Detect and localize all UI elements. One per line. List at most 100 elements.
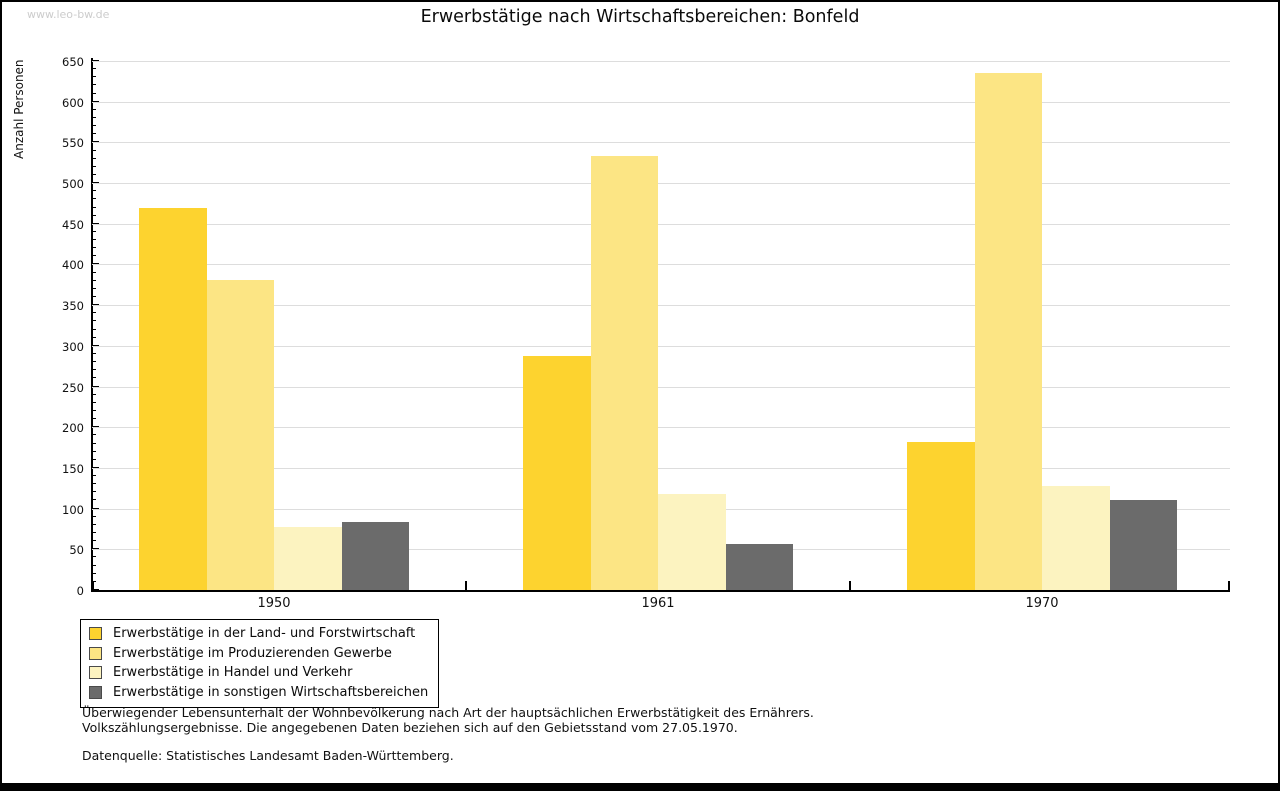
legend-swatch-sonstige [89, 685, 102, 699]
y-tick-label-600: 600 [62, 95, 84, 110]
y-minor-tick-530 [92, 157, 96, 159]
y-axis-title: Anzahl Personen [12, 59, 26, 159]
y-minor-tick-610 [92, 92, 96, 94]
y-major-tick-50 [92, 548, 99, 550]
legend-swatch-handel-verkehr [89, 666, 102, 680]
y-minor-tick-310 [92, 336, 96, 338]
y-minor-tick-140 [92, 475, 96, 477]
y-minor-tick-390 [92, 271, 96, 273]
y-tick-label-650: 650 [62, 55, 84, 69]
y-major-tick-300 [92, 344, 99, 346]
y-axis-line [91, 58, 93, 592]
x-boundary-tick-2 [848, 581, 851, 590]
y-minor-tick-10 [92, 580, 96, 582]
y-major-tick-450 [92, 222, 99, 224]
y-minor-tick-590 [92, 108, 96, 110]
y-major-tick-100 [92, 507, 99, 509]
y-tick-label-50: 50 [69, 543, 84, 558]
footnote-line-1: Überwiegender Lebensunterhalt der Wohnbe… [82, 705, 814, 720]
y-tick-label-100: 100 [62, 502, 84, 517]
y-minor-tick-220 [92, 409, 96, 411]
gridline-400 [92, 264, 1230, 266]
data-source-line: Datenquelle: Statistisches Landesamt Bad… [82, 748, 454, 763]
legend-label: Erwerbstätige in der Land- und Forstwirt… [113, 626, 416, 642]
gridline-150 [92, 467, 1230, 469]
y-minor-tick-270 [92, 369, 96, 371]
y-minor-tick-280 [92, 361, 96, 363]
y-tick-label-250: 250 [62, 380, 84, 395]
plot-area [91, 58, 1230, 592]
bar-1950-series-3 [341, 522, 409, 590]
gridline-200 [92, 427, 1230, 429]
legend-item: Erwerbstätige in sonstigen Wirtschaftsbe… [89, 683, 428, 703]
bar-1970-series-2 [1042, 485, 1110, 590]
y-tick-label-400: 400 [62, 258, 84, 273]
y-minor-tick-460 [92, 214, 96, 216]
y-minor-tick-620 [92, 84, 96, 86]
y-major-tick-400 [92, 263, 99, 265]
y-minor-tick-640 [92, 68, 96, 70]
y-minor-tick-120 [92, 491, 96, 493]
y-minor-tick-260 [92, 377, 96, 379]
gridline-300 [92, 345, 1230, 347]
site-watermark: www.leo-bw.de [27, 8, 110, 21]
y-major-tick-650 [92, 60, 99, 61]
y-minor-tick-90 [92, 515, 96, 517]
y-minor-tick-490 [92, 190, 96, 192]
gridline-250 [92, 386, 1230, 388]
y-tick-label-550: 550 [62, 136, 84, 151]
x-axis-label-1961: 1961 [641, 596, 675, 611]
y-minor-tick-410 [92, 255, 96, 257]
y-tick-label-0: 0 [76, 584, 84, 598]
y-minor-tick-580 [92, 116, 96, 118]
legend-item: Erwerbstätige in der Land- und Forstwirt… [89, 624, 428, 644]
y-minor-tick-630 [92, 76, 96, 78]
y-minor-tick-20 [92, 572, 96, 574]
y-minor-tick-320 [92, 328, 96, 330]
y-tick-label-500: 500 [62, 177, 84, 192]
y-major-tick-550 [92, 141, 99, 143]
legend-swatch-land-forstwirtschaft [89, 627, 102, 641]
y-minor-tick-420 [92, 247, 96, 249]
y-minor-tick-130 [92, 483, 96, 485]
y-minor-tick-570 [92, 125, 96, 127]
y-minor-tick-160 [92, 458, 96, 460]
y-minor-tick-330 [92, 320, 96, 322]
y-minor-tick-210 [92, 418, 96, 420]
x-boundary-tick-0 [92, 581, 94, 590]
legend-box: Erwerbstätige in der Land- und Forstwirt… [80, 619, 440, 708]
chart-title: Erwerbstätige nach Wirtschaftsbereichen:… [420, 7, 860, 27]
bar-1970-series-3 [1109, 499, 1177, 590]
y-minor-tick-510 [92, 173, 96, 175]
legend-item: Erwerbstätige im Produzierenden Gewerbe [89, 644, 428, 664]
bar-1950-series-0 [139, 207, 207, 590]
bar-1950-series-2 [274, 526, 342, 590]
gridline-550 [92, 142, 1230, 144]
x-axis-label-1950: 1950 [257, 596, 291, 611]
y-minor-tick-80 [92, 523, 96, 525]
x-axis-label-1970: 1970 [1025, 596, 1059, 611]
bar-1970-series-1 [974, 73, 1042, 590]
y-tick-label-450: 450 [62, 217, 84, 232]
legend-label: Erwerbstätige in Handel und Verkehr [113, 665, 353, 681]
y-minor-tick-240 [92, 393, 96, 395]
legend-label: Erwerbstätige in sonstigen Wirtschaftsbe… [113, 684, 429, 700]
y-tick-label-200: 200 [62, 421, 84, 436]
y-major-tick-0 [92, 589, 99, 590]
footnote-line-2: Volkszählungsergebnisse. Die angegebenen… [82, 719, 738, 735]
y-tick-label-300: 300 [62, 339, 84, 354]
y-minor-tick-440 [92, 230, 96, 232]
y-minor-tick-290 [92, 353, 96, 354]
y-minor-tick-180 [92, 442, 96, 444]
gridline-350 [92, 305, 1230, 307]
y-minor-tick-340 [92, 312, 96, 314]
y-major-tick-200 [92, 426, 99, 428]
y-minor-tick-380 [92, 279, 96, 281]
y-minor-tick-230 [92, 401, 96, 403]
gridline-450 [92, 223, 1230, 225]
bar-1961-series-3 [725, 543, 793, 590]
bar-1950-series-1 [206, 279, 274, 590]
y-minor-tick-520 [92, 165, 96, 167]
bar-1961-series-0 [523, 355, 591, 590]
